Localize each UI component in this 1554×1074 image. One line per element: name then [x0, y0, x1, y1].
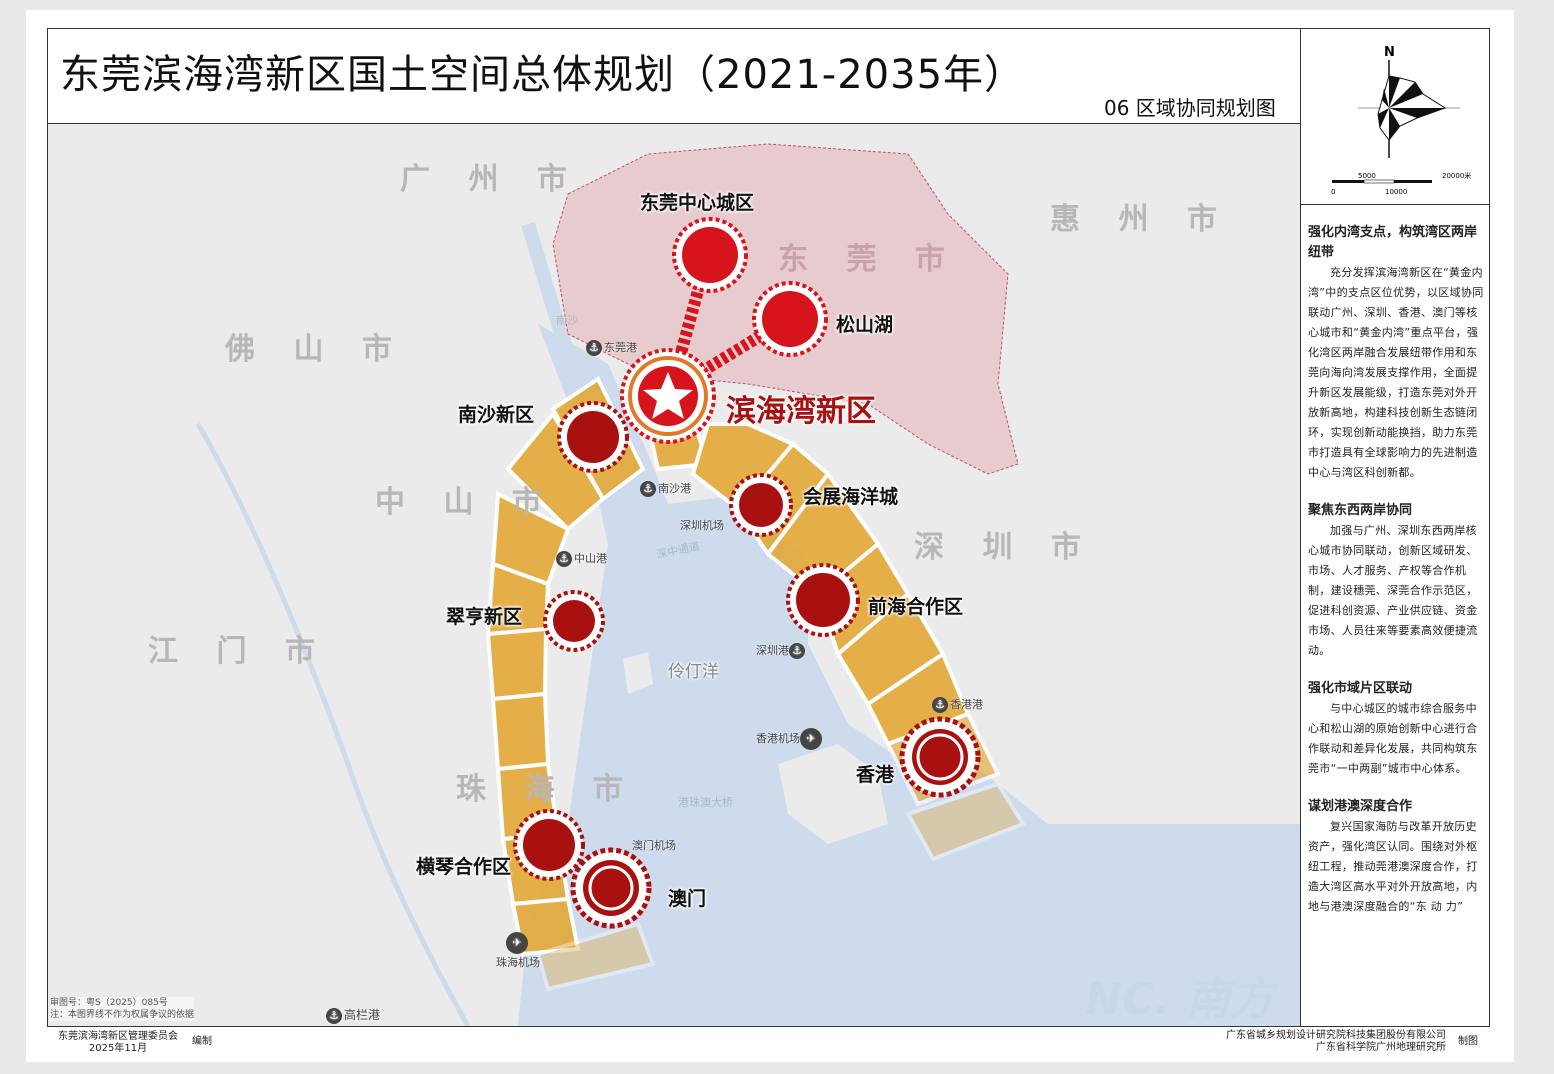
node-label: 横琴合作区 [416, 856, 512, 878]
section-heading: 谋划港澳深度合作 [1308, 799, 1413, 814]
band-segment [535, 921, 656, 992]
city-label: 广 州 市 [400, 162, 581, 197]
anchor-icon: ⚓ [640, 481, 656, 497]
band-segment [485, 626, 549, 702]
city-label: 惠 州 市 [1050, 202, 1231, 237]
node-hengqin [513, 809, 585, 881]
compass-and-scale: N 0 5000 10000 20000米 [1320, 40, 1480, 204]
band-segment [505, 410, 606, 532]
node-label: 会展海洋城 [803, 486, 899, 508]
node-label: 澳门 [668, 888, 707, 910]
map-subtitle: 06 区域协同规划图 [1104, 96, 1276, 120]
port-label: ⚓ 香港港 [932, 696, 983, 713]
page-title: 东莞滨海湾新区国土空间总体规划（2021-2035年） [60, 52, 1026, 98]
city-label: 深 圳 市 [914, 530, 1095, 565]
map-notes: 审图号：粤S（2025）085号 注：本图界线不作为权属争议的依据 [50, 997, 195, 1021]
compass-rose-icon: N 0 5000 10000 20000米 [1331, 45, 1471, 196]
port-label: ⚓ 中山港 [556, 550, 607, 567]
footer-right: 广东省城乡规划设计研究院科技集团股份有限公司 广东省科学院广州地理研究所 [1226, 1030, 1446, 1053]
airport-label: 澳门机场 [632, 839, 676, 852]
footer-left-role: 编制 [192, 1036, 212, 1047]
divider [1300, 204, 1490, 205]
map-canvas [195, 143, 1300, 1026]
node-cuiheng [543, 590, 605, 652]
star-icon [643, 372, 693, 419]
node-label-main: 滨海湾新区 [726, 394, 876, 429]
footer-left: 东莞滨海湾新区管理委员会 2025年11月 [58, 1031, 178, 1054]
footer-right-role: 制图 [1458, 1036, 1478, 1047]
airport-label: 香港机场 ✈ [756, 728, 824, 750]
scale-label: 20000米 [1442, 171, 1471, 180]
node-nansha [557, 401, 629, 473]
port-label: ⚓ 东莞港 [586, 339, 637, 356]
city-label: 东 莞 市 [778, 242, 959, 277]
scale-label: 10000 [1385, 188, 1407, 196]
anchor-icon: ⚓ [556, 551, 572, 567]
city-label: 中 山 市 [375, 485, 556, 520]
airport-label: 深圳机场 [680, 519, 724, 532]
bridge-label: 港珠澳大桥 [678, 796, 733, 809]
node-label: 翠亨新区 [446, 606, 523, 628]
node-qianhai [786, 563, 860, 637]
node-label: 前海合作区 [868, 596, 964, 618]
lantau-island [778, 744, 888, 844]
place-label: 南沙 [556, 314, 578, 327]
north-label: N [1384, 45, 1395, 60]
scale-label: 5000 [1358, 172, 1376, 180]
side-panel: 强化内湾支点，构筑湾区两岸纽带 充分发挥滨海湾新区在“黄金内湾”中的支点区位优势… [1302, 205, 1488, 937]
node-macau [570, 847, 652, 929]
watermark-logo: NC. 南方 [1085, 974, 1275, 1025]
node-dongguan-center [672, 217, 748, 293]
node-label: 松山湖 [836, 314, 894, 336]
scale-label: 0 [1331, 188, 1335, 196]
anchor-icon: ⚓ [932, 697, 948, 713]
section-body: 复兴国家海防与改革开放历史资产，强化湾区认同。围绕对外枢纽工程，推动莞港澳深度合… [1308, 820, 1478, 913]
city-label: 珠 海 市 [456, 772, 637, 807]
city-label: 佛 山 市 [225, 332, 406, 367]
node-label: 香港 [856, 764, 895, 786]
pearl-river-estuary [518, 324, 1300, 1026]
port-label: ⚓ 南沙港 [640, 480, 691, 497]
divider [1300, 28, 1301, 1027]
airplane-icon: ✈ [506, 932, 528, 954]
anchor-icon: ⚓ [326, 1007, 342, 1024]
section-body: 充分发挥滨海湾新区在“黄金内湾”中的支点区位优势，以区域协同联动广州、深圳、香港… [1308, 266, 1484, 479]
node-songshan-lake [752, 281, 828, 357]
section-body: 加强与广州、深圳东西两岸核心城市协同联动，创新区域研发、市场、人才服务、产权等合… [1308, 524, 1478, 657]
divider [47, 123, 1300, 124]
section-heading: 强化市域片区联动 [1308, 681, 1413, 696]
node-markers [513, 217, 981, 929]
port-label: 深圳港 ⚓ [756, 642, 807, 659]
anchor-icon: ⚓ [789, 643, 805, 659]
node-huizhan [729, 473, 793, 537]
section-heading: 强化内湾支点，构筑湾区两岸纽带 [1308, 225, 1478, 260]
regional-map[interactable]: 广 州 市 惠 州 市 东 莞 市 佛 山 市 中 山 市 深 圳 市 江 门 … [48, 124, 1300, 1026]
sea-label: 伶仃洋 [668, 662, 719, 682]
airplane-icon: ✈ [800, 728, 822, 750]
map-frame [47, 28, 1490, 1027]
band-segment [490, 691, 551, 772]
airport-label: ✈ 珠海机场 [496, 932, 540, 970]
island [623, 652, 653, 694]
river [195, 422, 471, 1026]
section-body: 与中心城区的城市综合服务中心和松山湖的原始创新中心进行合作联动和差异化发展，共同… [1308, 702, 1478, 775]
port-label: ⚓ 高栏港 [326, 1006, 380, 1024]
node-binhaiwan [620, 348, 716, 444]
anchor-icon: ⚓ [586, 340, 602, 356]
city-label: 江 门 市 [148, 634, 329, 669]
node-hongkong [899, 716, 981, 798]
node-label: 南沙新区 [458, 404, 535, 426]
node-label: 东莞中心城区 [640, 192, 755, 214]
section-heading: 聚焦东西两岸协同 [1308, 503, 1413, 518]
band-segment [905, 781, 1026, 862]
